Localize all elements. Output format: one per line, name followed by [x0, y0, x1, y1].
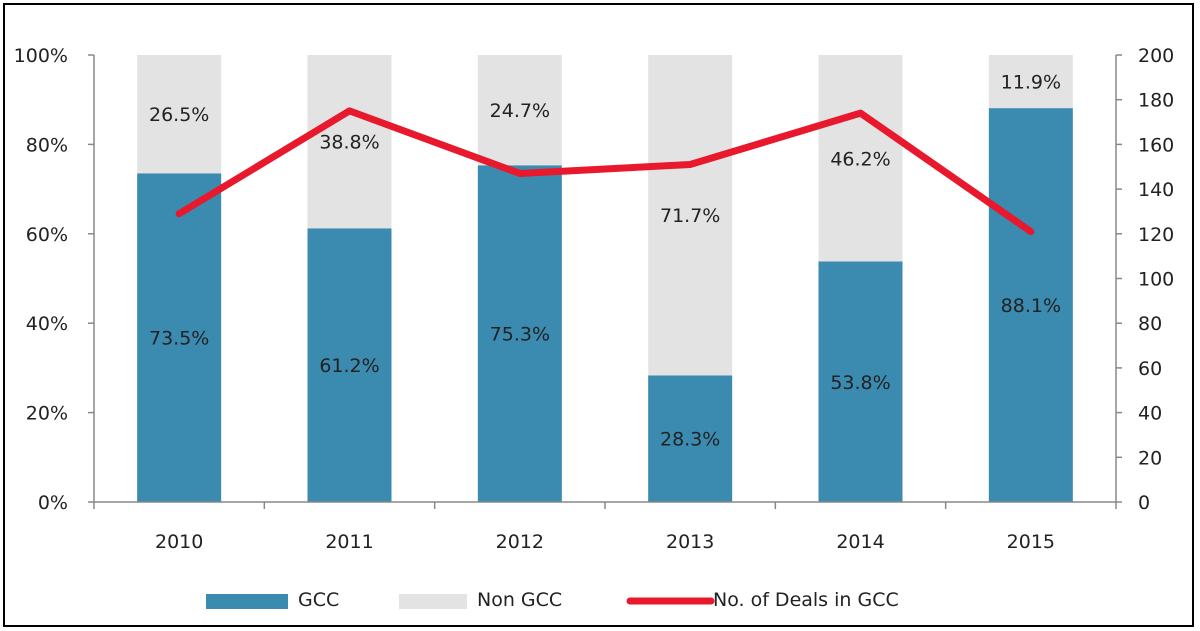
- right-tick-label: 40: [1138, 403, 1162, 425]
- data-label-gcc: 28.3%: [660, 429, 720, 451]
- legend-label-deals: No. of Deals in GCC: [713, 589, 899, 611]
- right-tick-label: 200: [1138, 45, 1174, 67]
- x-tick-label: 2013: [666, 531, 714, 553]
- legend-swatch-non-gcc: [399, 594, 467, 609]
- bar-non-gcc-2015: [988, 55, 1073, 109]
- line-point-2012: [516, 170, 523, 177]
- data-label-non-gcc: 38.8%: [319, 132, 379, 154]
- data-label-non-gcc: 71.7%: [660, 205, 720, 227]
- line-point-2013: [687, 161, 694, 168]
- line-point-2010: [176, 210, 183, 217]
- x-tick-label: 2015: [1007, 531, 1055, 553]
- x-tick-label: 2014: [836, 531, 884, 553]
- bar-non-gcc-2013: [648, 55, 733, 376]
- right-tick-label: 0: [1138, 492, 1150, 514]
- right-tick-label: 80: [1138, 313, 1162, 335]
- bar-non-gcc-2014: [818, 55, 903, 262]
- bar-gcc-2012: [477, 165, 562, 502]
- bar-gcc-2010: [137, 173, 222, 502]
- right-tick-label: 160: [1138, 134, 1174, 156]
- bar-non-gcc-2010: [137, 55, 222, 174]
- data-label-non-gcc: 46.2%: [830, 148, 890, 170]
- data-label-non-gcc: 11.9%: [1001, 72, 1061, 94]
- x-tick-label: 2012: [496, 531, 544, 553]
- left-tick-label: 100%: [14, 45, 68, 67]
- data-label-gcc: 73.5%: [149, 328, 209, 350]
- bar-gcc-2011: [307, 228, 392, 502]
- bar-non-gcc-2011: [307, 55, 392, 229]
- bar-gcc-2015: [988, 108, 1073, 503]
- data-label-non-gcc: 24.7%: [490, 100, 550, 122]
- bar-non-gcc-2012: [477, 55, 562, 166]
- right-tick-label: 180: [1138, 90, 1174, 112]
- legend-label-non-gcc: Non GCC: [477, 589, 562, 611]
- left-tick-label: 60%: [26, 224, 68, 246]
- right-tick-label: 100: [1138, 269, 1174, 291]
- right-tick-label: 20: [1138, 447, 1162, 469]
- right-tick-label: 60: [1138, 358, 1162, 380]
- left-tick-label: 20%: [26, 403, 68, 425]
- data-label-gcc: 53.8%: [830, 372, 890, 394]
- right-tick-label: 120: [1138, 224, 1174, 246]
- left-tick-label: 80%: [26, 134, 68, 156]
- bar-gcc-2014: [818, 261, 903, 502]
- line-deals-in-gcc: [175, 107, 1035, 236]
- data-label-gcc: 61.2%: [319, 355, 379, 377]
- line-point-2011: [346, 107, 353, 114]
- legend-swatch-gcc: [206, 594, 288, 609]
- line-point-2015: [1027, 228, 1034, 235]
- x-tick-label: 2010: [155, 531, 203, 553]
- left-tick-label: 40%: [26, 313, 68, 335]
- line-point-2014: [857, 110, 864, 117]
- legend-label-gcc: GCC: [298, 589, 339, 611]
- data-label-gcc: 75.3%: [490, 324, 550, 346]
- bar-gcc-2013: [648, 375, 733, 502]
- right-tick-label: 140: [1138, 179, 1174, 201]
- data-label-gcc: 88.1%: [1001, 295, 1061, 317]
- left-tick-label: 0%: [38, 492, 68, 514]
- x-tick-label: 2011: [325, 531, 373, 553]
- data-label-non-gcc: 26.5%: [149, 104, 209, 126]
